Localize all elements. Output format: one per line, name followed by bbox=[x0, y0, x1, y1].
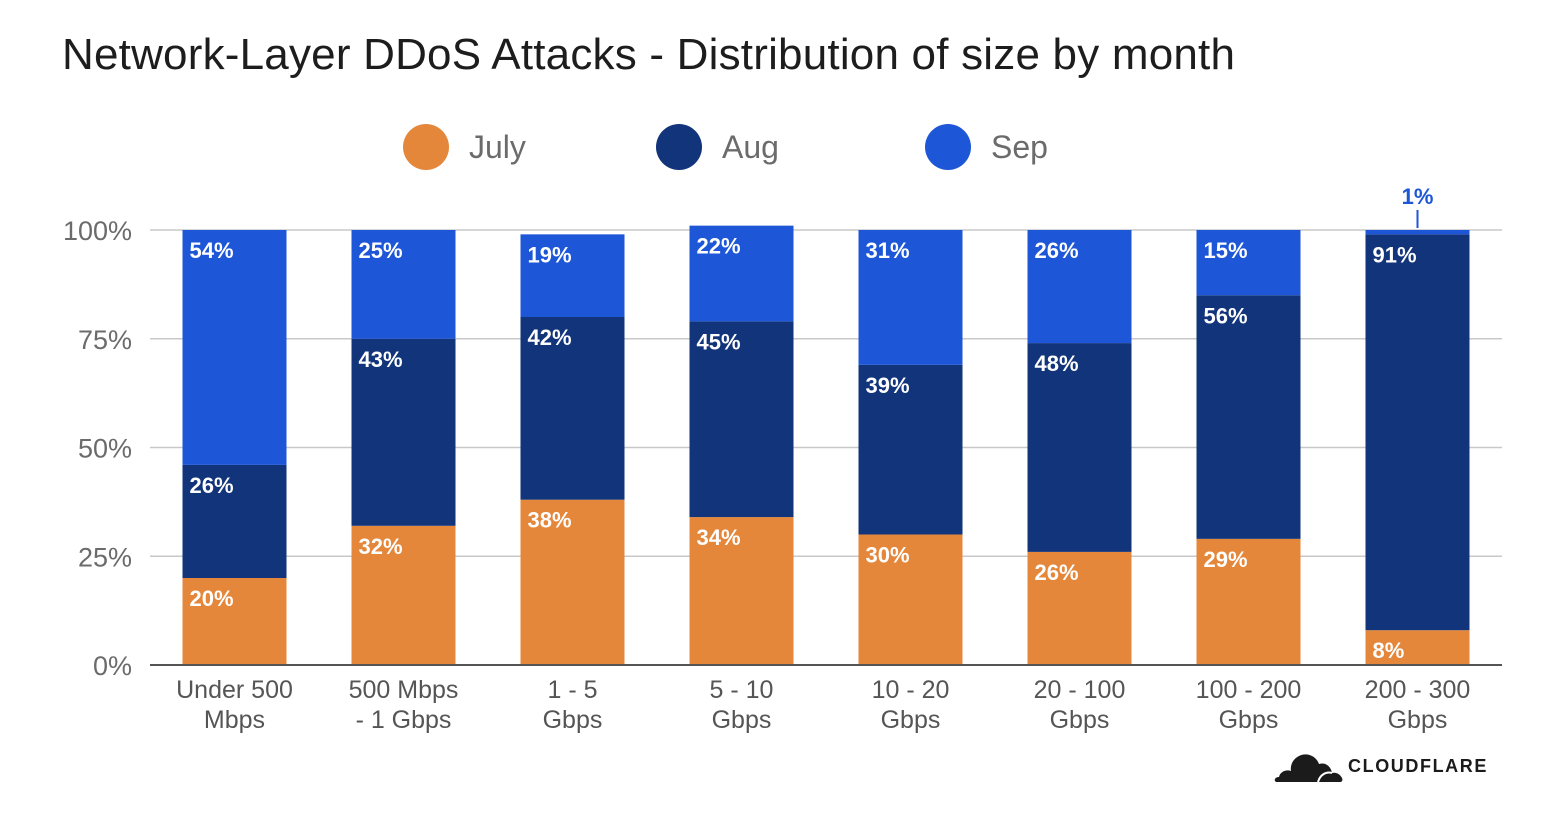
x-tick-label: Gbps bbox=[881, 706, 941, 734]
y-tick-label: 25% bbox=[78, 542, 132, 572]
data-label: 38% bbox=[528, 508, 572, 533]
data-label: 42% bbox=[528, 325, 572, 350]
data-label: 25% bbox=[359, 238, 403, 263]
bar-segment bbox=[520, 317, 625, 500]
bar-segment bbox=[1027, 343, 1132, 552]
data-label: 26% bbox=[190, 473, 234, 498]
legend-swatch-aug bbox=[656, 124, 702, 170]
x-tick-label: 1 - 5 bbox=[547, 676, 597, 704]
x-tick-label: 100 - 200 bbox=[1196, 676, 1302, 704]
legend-item-july: July bbox=[403, 124, 526, 170]
cloud-icon bbox=[1274, 754, 1343, 783]
bar-segment bbox=[858, 534, 963, 665]
bar-segment bbox=[520, 499, 625, 665]
bar-segment bbox=[1196, 230, 1301, 296]
bar-segment bbox=[1027, 230, 1132, 344]
bar-segment bbox=[182, 464, 287, 578]
y-tick-label: 0% bbox=[93, 651, 132, 681]
bar-segment bbox=[689, 321, 794, 518]
bar-segment bbox=[182, 230, 287, 465]
bar-segment bbox=[1196, 538, 1301, 665]
y-tick-label: 75% bbox=[78, 325, 132, 355]
data-label: 29% bbox=[1204, 547, 1248, 572]
bar-segment bbox=[351, 525, 456, 665]
bar-segment bbox=[351, 230, 456, 339]
data-label: 26% bbox=[1035, 560, 1079, 585]
x-tick-label: Under 500 bbox=[176, 676, 293, 704]
legend-item-aug: Aug bbox=[656, 124, 779, 170]
legend-label-july: July bbox=[469, 128, 526, 165]
bar-segment bbox=[1196, 295, 1301, 539]
x-tick-label: Gbps bbox=[1388, 706, 1448, 734]
x-tick-label: 20 - 100 bbox=[1034, 676, 1126, 704]
bar-segment bbox=[689, 517, 794, 665]
data-label: 31% bbox=[866, 238, 910, 263]
data-label: 56% bbox=[1204, 303, 1248, 328]
bar-segment bbox=[1365, 230, 1470, 235]
bar-segment bbox=[351, 338, 456, 526]
x-tick-label: 10 - 20 bbox=[872, 676, 950, 704]
chart-title: Network-Layer DDoS Attacks - Distributio… bbox=[62, 30, 1236, 79]
legend-label-aug: Aug bbox=[722, 128, 779, 165]
data-label: 30% bbox=[866, 543, 910, 568]
data-label: 32% bbox=[359, 534, 403, 559]
cloudflare-logo: CLOUDFLARE bbox=[1272, 748, 1488, 784]
x-tick-label: Mbps bbox=[204, 706, 265, 734]
data-label: 26% bbox=[1035, 238, 1079, 263]
bar-segment bbox=[520, 234, 625, 317]
x-tick-label: 500 Mbps bbox=[349, 676, 459, 704]
x-tick-label: - 1 Gbps bbox=[356, 706, 452, 734]
data-label: 48% bbox=[1035, 351, 1079, 376]
data-label: 34% bbox=[697, 525, 741, 550]
data-label: 1% bbox=[1402, 184, 1434, 209]
bar-segment bbox=[689, 225, 794, 322]
x-tick-label: Gbps bbox=[1050, 706, 1110, 734]
bar-segment bbox=[1027, 551, 1132, 665]
data-label: 8% bbox=[1373, 638, 1405, 663]
data-label: 91% bbox=[1373, 242, 1417, 267]
data-label: 45% bbox=[697, 329, 741, 354]
bar-segment bbox=[1365, 234, 1470, 631]
x-tick-label: Gbps bbox=[712, 706, 772, 734]
x-tick-label: Gbps bbox=[1219, 706, 1279, 734]
x-tick-label: 5 - 10 bbox=[710, 676, 774, 704]
bar-segment bbox=[858, 364, 963, 535]
legend-label-sep: Sep bbox=[991, 128, 1048, 165]
data-label: 39% bbox=[866, 373, 910, 398]
data-label: 54% bbox=[190, 238, 234, 263]
legend-swatch-sep bbox=[925, 124, 971, 170]
legend-swatch-july bbox=[403, 124, 449, 170]
data-label: 19% bbox=[528, 242, 572, 267]
logo-text: CLOUDFLARE bbox=[1348, 755, 1488, 776]
bar-segment bbox=[182, 578, 287, 665]
x-tick-label: 200 - 300 bbox=[1365, 676, 1471, 704]
data-label: 22% bbox=[697, 234, 741, 259]
data-label: 20% bbox=[190, 586, 234, 611]
y-tick-label: 100% bbox=[63, 216, 132, 246]
legend-item-sep: Sep bbox=[925, 124, 1048, 170]
y-tick-label: 50% bbox=[78, 434, 132, 464]
bar-segment bbox=[1365, 630, 1470, 665]
data-label: 15% bbox=[1204, 238, 1248, 263]
bar-segment bbox=[858, 230, 963, 365]
x-tick-label: Gbps bbox=[543, 706, 603, 734]
data-label: 43% bbox=[359, 347, 403, 372]
